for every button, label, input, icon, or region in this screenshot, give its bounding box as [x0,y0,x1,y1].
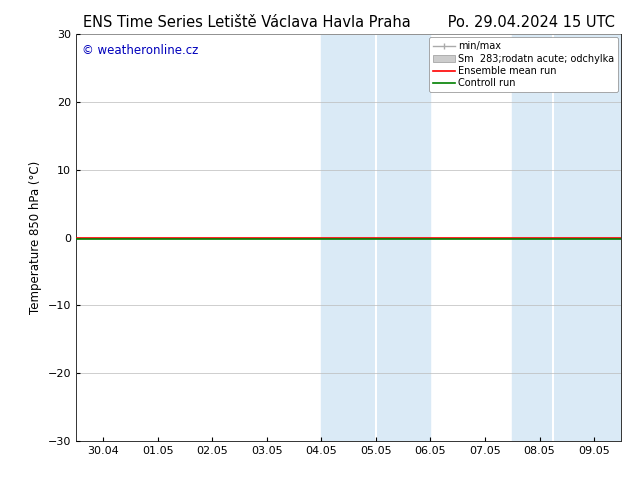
Bar [375,34,377,441]
Text: © weatheronline.cz: © weatheronline.cz [82,45,198,57]
Bar [552,34,554,441]
Title: ENS Time Series Letiště Václava Havla Praha        Po. 29.04.2024 15 UTC: ENS Time Series Letiště Václava Havla Pr… [83,15,614,30]
Bar [512,34,621,441]
Legend: min/max, Sm  283;rodatn acute; odchylka, Ensemble mean run, Controll run: min/max, Sm 283;rodatn acute; odchylka, … [429,37,618,92]
Bar [321,34,430,441]
Y-axis label: Temperature 850 hPa (°C): Temperature 850 hPa (°C) [29,161,42,314]
